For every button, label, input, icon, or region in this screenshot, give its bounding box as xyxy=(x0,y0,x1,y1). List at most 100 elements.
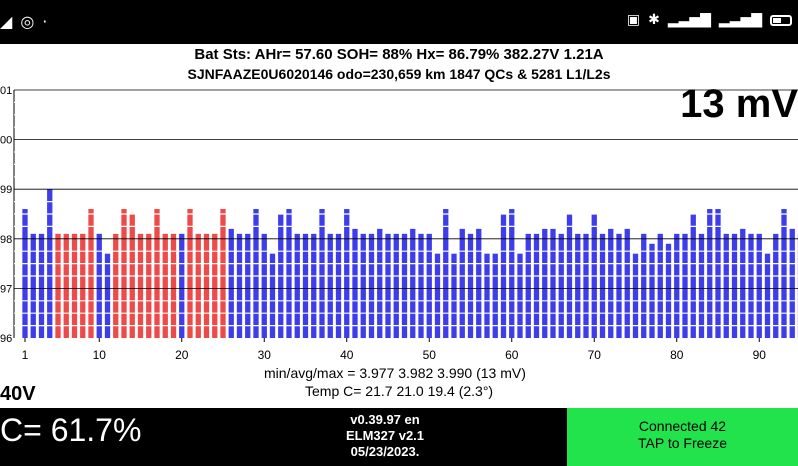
signal-icon: ▂▃▅▇ xyxy=(667,12,711,28)
bar-cell-50 xyxy=(426,233,432,338)
bar-cell-31 xyxy=(269,253,276,338)
bar-cell-12 xyxy=(113,233,119,338)
adapter-line: ELM327 v2.1 xyxy=(345,428,425,443)
battery-icon xyxy=(770,14,792,26)
bar-cell-55 xyxy=(467,233,474,338)
bar-cell-45 xyxy=(385,233,391,338)
bar-cell-74 xyxy=(624,228,630,338)
cell-voltage-chart[interactable]: 01 00 99 98 97 96 1 10 20 30 40 50 60 70 80 90 xyxy=(0,85,798,367)
bar-cell-8 xyxy=(80,233,86,338)
bar-cell-7 xyxy=(71,233,78,338)
bar-cell-65 xyxy=(550,228,556,338)
temperature-line: Temp C= 21.7 21.0 19.4 (2.3°) xyxy=(305,383,494,399)
bar-cell-11 xyxy=(104,253,111,338)
y-tick-label: 98 xyxy=(0,234,12,246)
x-tick-label: 40 xyxy=(340,348,354,362)
x-tick-label: 1 xyxy=(22,348,29,362)
bar-cell-42 xyxy=(360,233,366,338)
bar-cell-35 xyxy=(302,233,309,338)
x-tick-label: 80 xyxy=(670,348,684,362)
bar-cell-20 xyxy=(179,233,185,338)
bar-cell-73 xyxy=(616,233,622,338)
soc-readout: C= 61.7% xyxy=(0,412,142,448)
battery-status-line: Bat Sts: AHr= 57.60 SOH= 88% Hx= 86.79% … xyxy=(194,46,604,63)
x-tick-label: 20 xyxy=(175,348,189,362)
bar-cell-83 xyxy=(698,233,705,338)
bar-cell-69 xyxy=(583,233,589,338)
x-tick-label: 70 xyxy=(588,348,602,362)
y-tick-label: 99 xyxy=(0,184,12,196)
bar-cell-90 xyxy=(756,233,762,338)
bar-cell-18 xyxy=(162,233,168,338)
bluetooth-icon: ✱ xyxy=(648,12,660,28)
bar-cell-9 xyxy=(88,209,94,338)
bar-cell-88 xyxy=(740,228,746,338)
bar-cell-47 xyxy=(401,233,408,338)
bar-cell-81 xyxy=(682,233,688,338)
bar-cell-46 xyxy=(393,233,399,338)
bar-cell-58 xyxy=(492,253,498,338)
signal-icon: ▂▃▅▇ xyxy=(718,12,762,28)
bar-cell-80 xyxy=(674,233,680,338)
bar-cell-78 xyxy=(657,233,663,338)
bar-cell-68 xyxy=(575,233,581,338)
bar-cell-22 xyxy=(195,233,201,338)
bar-cell-79 xyxy=(665,243,672,338)
cell-delta-readout: 13 mV xyxy=(680,82,798,126)
status-right-icons: ▣ ✱ ▂▃▅▇ ▂▃▅▇ xyxy=(627,12,792,28)
y-tick-label: 00 xyxy=(0,135,12,147)
bar-cell-44 xyxy=(377,228,383,338)
bar-cell-33 xyxy=(286,209,292,338)
bar-cell-89 xyxy=(748,233,754,338)
bar-cell-2 xyxy=(30,233,36,338)
vehicle-info-line: SJNFAAZE0U6020146 odo=230,659 km 1847 QC… xyxy=(187,66,611,82)
bar-cell-36 xyxy=(311,233,317,338)
bar-cell-27 xyxy=(236,233,243,338)
bar-cell-39 xyxy=(335,233,342,338)
bar-cell-77 xyxy=(649,243,655,338)
bar-cell-26 xyxy=(228,228,234,338)
bar-cell-29 xyxy=(253,209,259,338)
status-left-icons: ◢ ◎ · xyxy=(0,12,47,31)
bar-cell-13 xyxy=(121,209,127,338)
bar-cell-57 xyxy=(484,253,490,338)
bar-cell-21 xyxy=(187,209,193,338)
y-tick-label: 96 xyxy=(0,333,12,345)
navigation-icon: ◢ xyxy=(0,12,13,31)
bar-cell-28 xyxy=(245,233,251,338)
bar-cell-71 xyxy=(599,233,606,338)
bar-cell-30 xyxy=(261,233,267,338)
bar-cell-75 xyxy=(632,253,639,338)
bar-cell-52 xyxy=(443,209,449,338)
x-tick-label: 10 xyxy=(93,348,107,362)
bar-cell-86 xyxy=(723,233,729,338)
status-bar: ◢ ◎ · ▣ ✱ ▂▃▅▇ ▂▃▅▇ xyxy=(0,0,798,44)
dot-icon: · xyxy=(42,12,48,31)
bar-cell-61 xyxy=(517,253,523,338)
bar-cell-54 xyxy=(459,228,465,338)
bar-cell-53 xyxy=(451,253,457,338)
bar-cell-62 xyxy=(525,233,531,338)
bar-cell-49 xyxy=(418,233,424,338)
bar-cell-6 xyxy=(63,233,69,338)
connected-freeze-button[interactable]: Connected 42 TAP to Freeze xyxy=(567,408,798,466)
bar-cell-3 xyxy=(38,233,45,338)
connected-label: Connected 42 xyxy=(638,418,727,434)
bar-cell-72 xyxy=(608,228,614,338)
pack-voltage: 40V xyxy=(0,383,36,405)
bar-cell-41 xyxy=(352,228,358,338)
bar-cell-40 xyxy=(344,209,350,338)
bar-cell-63 xyxy=(533,233,540,338)
bar-cell-92 xyxy=(773,233,779,338)
bar-cell-94 xyxy=(789,228,795,338)
bar-cell-5 xyxy=(55,233,61,338)
bar-cell-19 xyxy=(170,233,177,338)
x-tick-label: 60 xyxy=(505,348,519,362)
freeze-label: TAP to Freeze xyxy=(638,435,727,451)
bar-cell-34 xyxy=(294,233,300,338)
nfc-icon: ▣ xyxy=(626,12,641,28)
bar-cell-51 xyxy=(434,253,441,338)
version-line: v0.39.97 en xyxy=(350,412,420,427)
min-avg-max-line: min/avg/max = 3.977 3.982 3.990 (13 mV) xyxy=(264,365,526,381)
bar-cell-38 xyxy=(327,233,333,338)
